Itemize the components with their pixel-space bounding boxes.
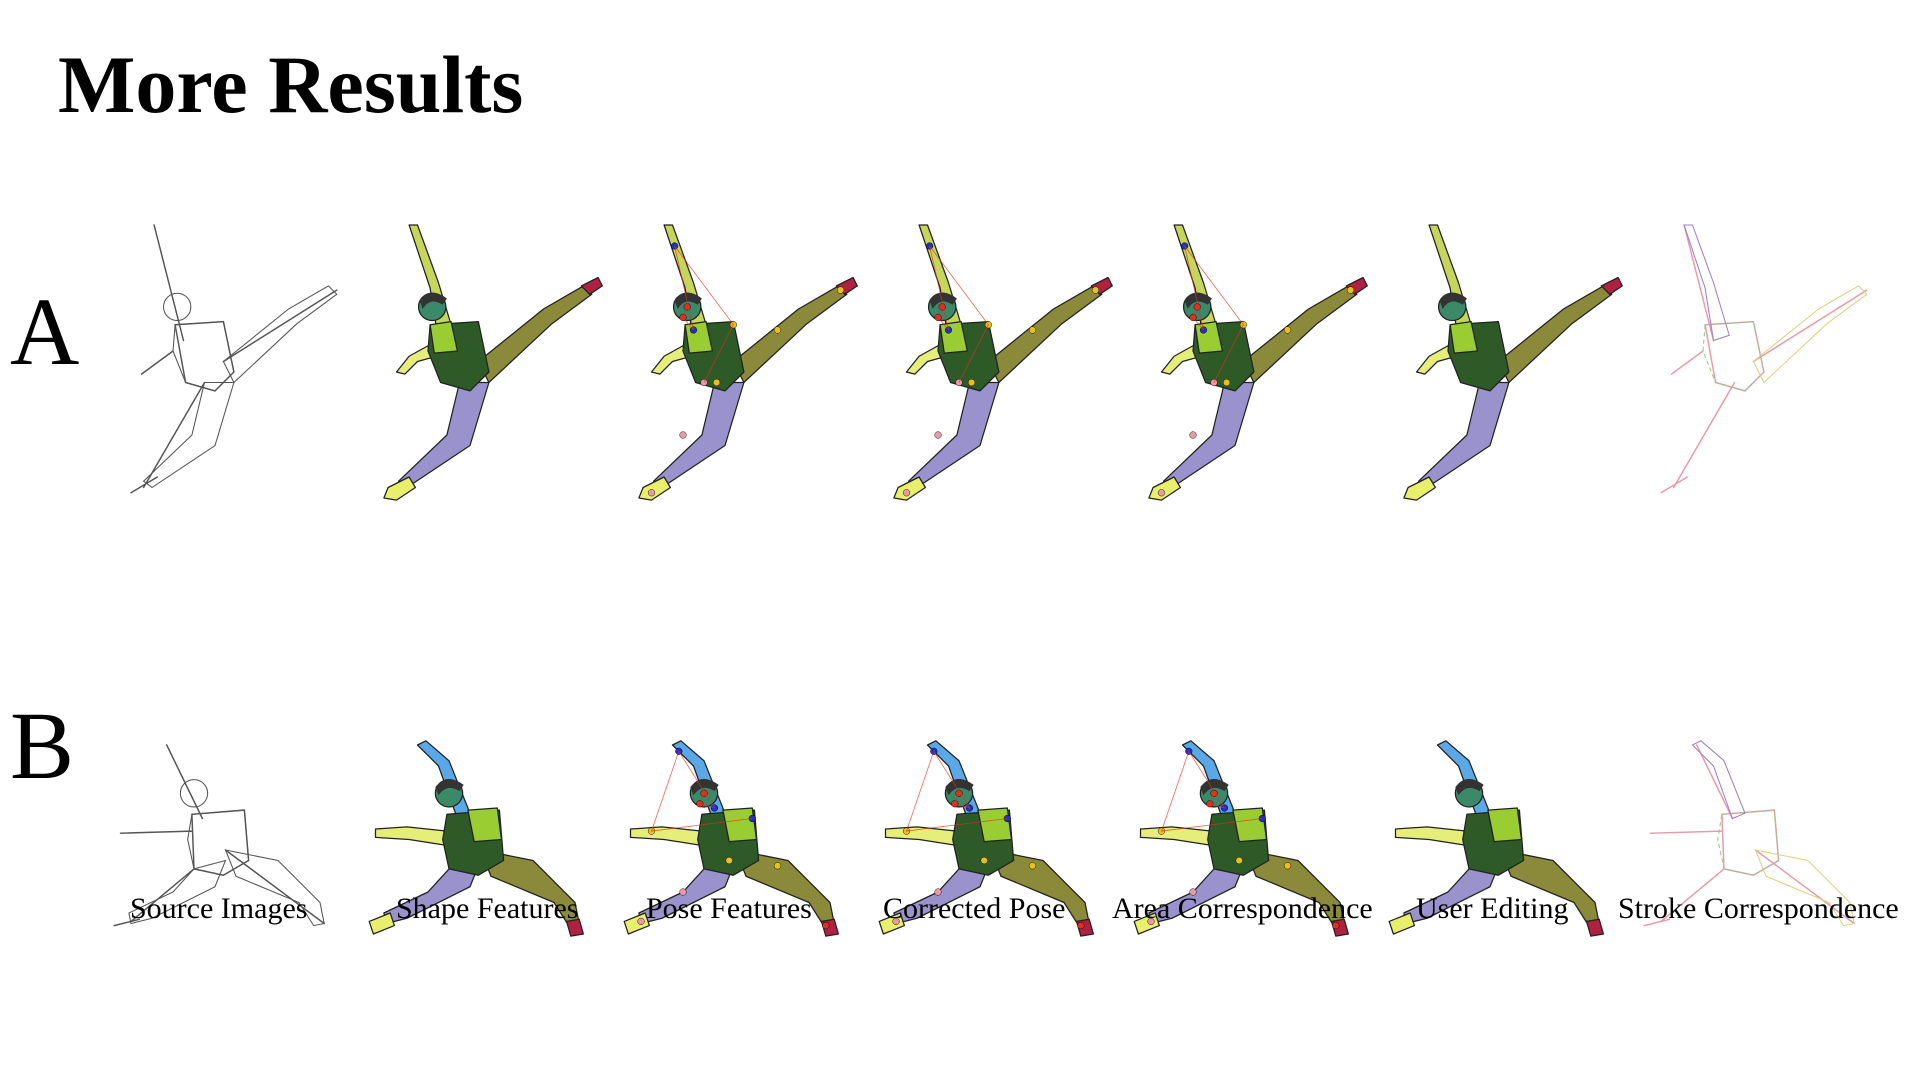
figure-panel (345, 215, 605, 505)
torso-highlight-region (468, 808, 502, 842)
front-shoe-region (1389, 913, 1414, 934)
dancer-illustration (1365, 215, 1625, 505)
dancer-illustration (90, 215, 350, 505)
side-arm-region (631, 827, 705, 846)
pose-keypoint (1158, 489, 1165, 496)
front-shoe-region (369, 913, 394, 934)
pose-keypoint (774, 327, 781, 334)
dancer-illustration (600, 215, 860, 505)
pose-keypoint (837, 287, 844, 294)
dancer-figure (639, 225, 857, 500)
dancer-illustration (1110, 215, 1370, 505)
pose-keypoint (1029, 862, 1036, 869)
caption-area-correspondence: Area Correspondence (1112, 892, 1373, 926)
pose-keypoint (1077, 922, 1084, 929)
front-leg-region (909, 383, 999, 488)
pose-keypoint (638, 918, 645, 925)
row-label-a: A (10, 284, 79, 380)
pose-keypoint (726, 857, 733, 864)
raised-arm-region (1438, 741, 1491, 819)
dancer-illustration (345, 215, 605, 505)
stroke-torso-outline (1718, 810, 1779, 875)
back-leg-region (1498, 286, 1611, 383)
sketch-torso (188, 810, 249, 875)
front-leg-region (1164, 383, 1254, 488)
side-arm-region (1396, 827, 1470, 846)
pose-keypoint (822, 922, 829, 929)
front-leg-region (399, 383, 489, 488)
figure-panel (1620, 215, 1880, 505)
pose-keypoint (1236, 857, 1243, 864)
pose-keypoint (1190, 432, 1197, 439)
dancer-figure (894, 225, 1112, 500)
figure-panel (1365, 215, 1625, 505)
pose-keypoint (680, 432, 687, 439)
torso-highlight-region (978, 808, 1012, 842)
row-label-b: B (10, 698, 74, 794)
dancer-figure (1149, 225, 1367, 500)
pose-keypoint (903, 489, 910, 496)
caption-pose-features: Pose Features (646, 892, 812, 926)
stroke-raised-arm (1693, 741, 1746, 819)
raised-arm-region (418, 741, 471, 819)
pose-keypoint (1347, 287, 1354, 294)
dancer-figure (1404, 225, 1622, 500)
side-arm-region (886, 827, 960, 846)
dancer-sketch-strokes (1661, 225, 1867, 493)
sketch-front-leg (144, 383, 234, 488)
front-leg-region (1419, 383, 1509, 488)
figure-panel (90, 215, 350, 505)
caption-source-images: Source Images (130, 892, 307, 926)
pose-keypoint (1223, 379, 1230, 386)
front-leg-region (654, 383, 744, 488)
figure-panel (855, 215, 1115, 505)
back-leg-region (1243, 286, 1356, 383)
side-arm-region (1141, 827, 1215, 846)
pose-keypoint (1284, 862, 1291, 869)
dancer-figure (384, 225, 602, 500)
pose-keypoint (1029, 327, 1036, 334)
torso-highlight-region (723, 808, 757, 842)
dancer-figure (1661, 225, 1867, 493)
pose-keypoint (968, 379, 975, 386)
caption-stroke-correspondence: Stroke Correspondence (1618, 892, 1899, 926)
caption-shape-features: Shape Features (396, 892, 578, 926)
back-leg-region (988, 286, 1101, 383)
dancer-illustration (1620, 215, 1880, 505)
pose-keypoint (648, 489, 655, 496)
caption-user-editing: User Editing (1416, 892, 1568, 926)
pose-keypoint (774, 862, 781, 869)
pose-keypoint (1092, 287, 1099, 294)
page-title: More Results (58, 44, 523, 126)
sketch-torso (173, 322, 234, 391)
dancer-illustration (855, 215, 1115, 505)
torso-highlight-region (1488, 808, 1522, 842)
pose-keypoint (981, 857, 988, 864)
torso-highlight-region (1233, 808, 1267, 842)
pose-keypoint (1284, 327, 1291, 334)
side-arm-region (376, 827, 450, 846)
figure-panel (600, 215, 860, 505)
caption-corrected-pose: Corrected Pose (883, 892, 1065, 926)
back-leg-region (733, 286, 846, 383)
pose-keypoint (713, 379, 720, 386)
back-shoe-region (1587, 919, 1604, 936)
back-leg-region (478, 286, 591, 383)
dancer-sketch-strokes (131, 225, 337, 493)
pose-keypoint (935, 432, 942, 439)
dancer-figure (131, 225, 337, 493)
figure-panel (1110, 215, 1370, 505)
